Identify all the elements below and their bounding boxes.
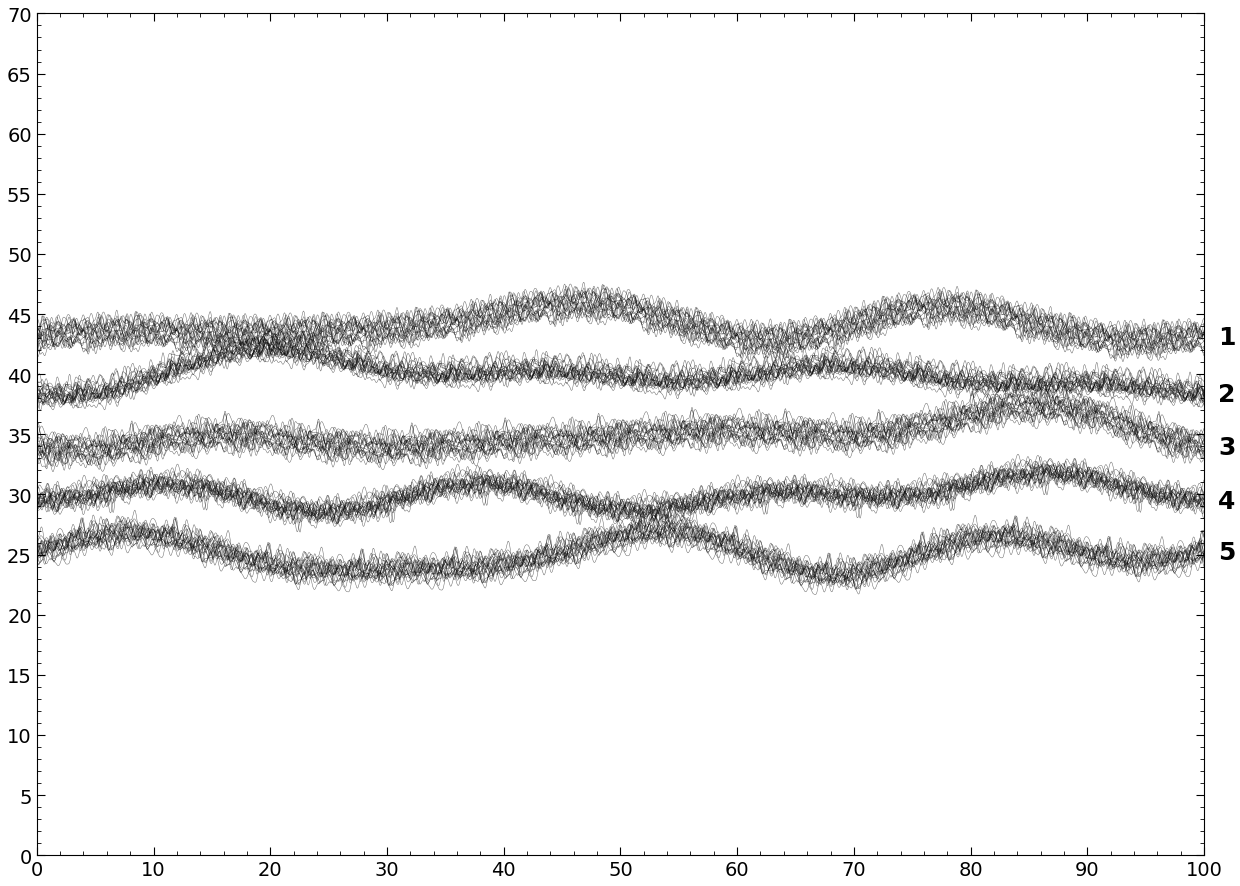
Text: 1: 1 — [1218, 325, 1235, 349]
Text: 4: 4 — [1218, 489, 1235, 513]
Text: 5: 5 — [1218, 540, 1235, 564]
Text: 2: 2 — [1218, 383, 1235, 407]
Text: 3: 3 — [1218, 435, 1235, 459]
